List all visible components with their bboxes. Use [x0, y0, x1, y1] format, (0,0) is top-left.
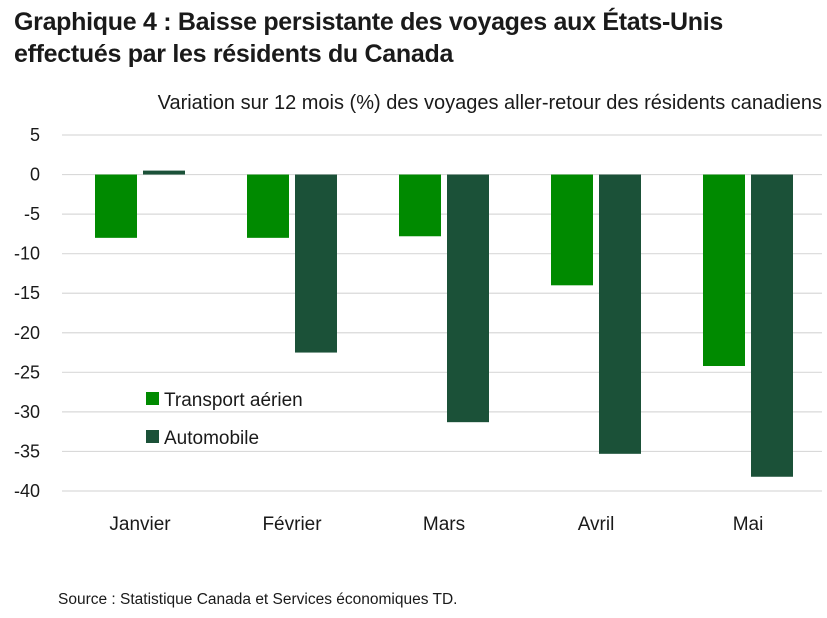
- bar-transport-aerien: [551, 174, 593, 286]
- x-category-label: Mai: [733, 514, 764, 535]
- gridlines: [62, 134, 822, 492]
- y-tick-label: -5: [24, 204, 40, 224]
- y-axis-label: Variation sur 12 mois (%) des voyages al…: [157, 92, 822, 114]
- source-note: Source : Statistique Canada et Services …: [58, 591, 458, 608]
- legend-label: Automobile: [164, 428, 259, 449]
- chart-title: Graphique 4 : Baisse persistante des voy…: [14, 8, 723, 68]
- y-tick-label: 5: [30, 125, 40, 145]
- bar-automobile: [599, 174, 641, 454]
- y-axis-ticks: 5 0 -5 -10 -15 -20 -25 -30 -35 -40: [14, 125, 40, 501]
- legend-label: Transport aérien: [164, 390, 303, 411]
- y-tick-label: -30: [14, 402, 40, 422]
- y-tick-label: -20: [14, 323, 40, 343]
- bar-transport-aerien: [95, 174, 137, 238]
- bar-transport-aerien: [703, 174, 745, 367]
- bar-transport-aerien: [247, 174, 289, 238]
- y-tick-label: -15: [14, 283, 40, 303]
- bar-automobile: [143, 170, 185, 175]
- bar-transport-aerien: [399, 174, 441, 237]
- x-axis-categories: Janvier Février Mars Avril Mai: [109, 514, 763, 535]
- legend-swatch: [146, 392, 159, 405]
- bar-automobile: [447, 174, 489, 423]
- y-tick-label: 0: [30, 165, 40, 185]
- x-category-label: Mars: [423, 514, 465, 535]
- y-tick-label: -35: [14, 441, 40, 461]
- x-category-label: Février: [262, 514, 322, 535]
- x-category-label: Janvier: [109, 514, 171, 535]
- legend-swatch: [146, 430, 159, 443]
- bar-automobile: [295, 174, 337, 353]
- legend: Transport aérien Automobile: [146, 390, 303, 449]
- bars: [95, 170, 793, 477]
- x-category-label: Avril: [578, 514, 615, 535]
- y-tick-label: -25: [14, 362, 40, 382]
- bar-automobile: [751, 174, 793, 477]
- y-tick-label: -40: [14, 481, 40, 501]
- y-tick-label: -10: [14, 244, 40, 264]
